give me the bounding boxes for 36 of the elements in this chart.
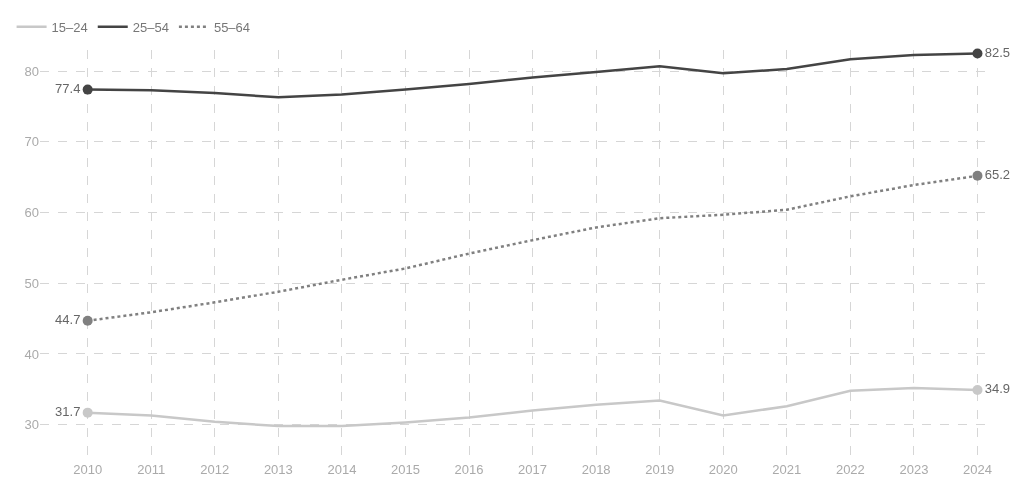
x-tick-label: 2013 — [263, 462, 293, 477]
y-tick-label: 70 — [24, 134, 39, 150]
x-tick-label: 2012 — [200, 462, 230, 477]
y-tick-label: 60 — [24, 205, 39, 221]
y-tick-label: 40 — [24, 346, 39, 362]
y-tick-label: 30 — [24, 417, 39, 433]
point — [972, 170, 983, 181]
x-tick-label: 2023 — [899, 462, 929, 477]
y-tick-label: 80 — [24, 63, 39, 79]
data-label: 34.9 — [984, 381, 1011, 397]
legend-label: 15–24 — [51, 19, 88, 35]
legend-label: 25–54 — [132, 19, 169, 35]
x-tick-label: 2011 — [137, 462, 166, 477]
x-tick-label: 2010 — [73, 462, 103, 477]
x-tick-label: 2022 — [835, 462, 865, 477]
point — [82, 315, 93, 326]
data-label: 31.7 — [55, 403, 81, 419]
data-label: 77.4 — [55, 80, 81, 96]
x-tick-label: 2017 — [518, 462, 548, 477]
point — [82, 84, 93, 95]
point — [972, 385, 983, 396]
y-tick-label: 50 — [24, 275, 39, 291]
x-tick-label: 2024 — [963, 462, 992, 477]
point — [82, 407, 93, 418]
legend-label: 55–64 — [213, 19, 251, 35]
data-label: 82.5 — [984, 44, 1011, 60]
x-tick-label: 2014 — [327, 462, 357, 477]
x-tick-label: 2015 — [390, 462, 420, 477]
data-label: 44.7 — [55, 311, 81, 327]
data-label: 65.2 — [984, 167, 1011, 183]
x-tick-label: 2016 — [454, 462, 484, 477]
x-tick-label: 2021 — [772, 462, 802, 477]
point — [972, 48, 983, 59]
x-tick-label: 2019 — [645, 462, 675, 477]
x-tick-label: 2020 — [708, 462, 738, 477]
x-tick-label: 2018 — [581, 462, 611, 477]
